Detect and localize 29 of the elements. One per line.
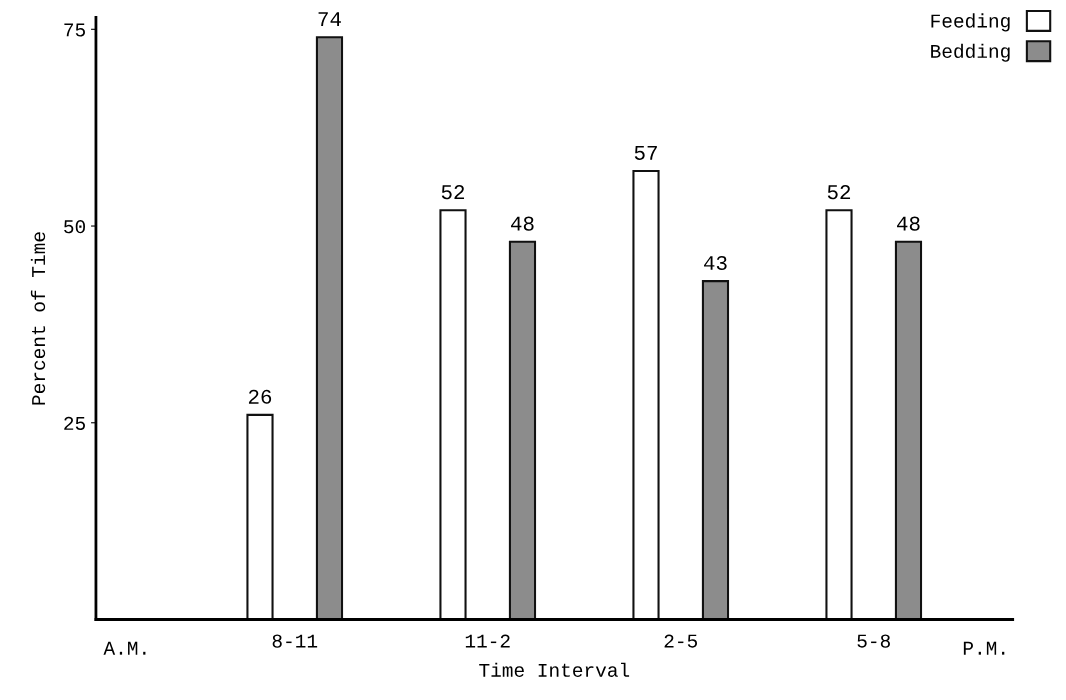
- y-tick-label: 50: [64, 220, 86, 234]
- y-tick-label: 25: [64, 416, 85, 430]
- legend-label: Feeding: [931, 13, 1010, 32]
- bar: [508, 240, 537, 620]
- bar: [632, 169, 660, 620]
- data-label: 26: [248, 389, 272, 404]
- text: P.M.: [963, 641, 1005, 655]
- x-tick-label: 2-5: [664, 634, 697, 648]
- bar: [701, 280, 730, 620]
- data-label: 52: [441, 185, 465, 200]
- data-label: 48: [511, 216, 534, 231]
- legend-label: Bedding: [931, 43, 1010, 62]
- x-tick-label: 5-8: [857, 634, 890, 648]
- x-tick-label: 8-11: [272, 634, 318, 648]
- bar: [246, 413, 274, 620]
- data-label: 43: [704, 255, 727, 271]
- bar: [825, 209, 853, 620]
- text: A.M.: [103, 641, 146, 655]
- bar: [439, 209, 467, 620]
- y-axis-title: Percent of Time: [30, 232, 46, 405]
- data-label: 74: [318, 12, 341, 26]
- bar: [894, 240, 923, 620]
- bar: [315, 36, 344, 620]
- x-axis-title: Time Interval: [479, 662, 630, 677]
- data-label: 48: [897, 216, 920, 231]
- data-label: 52: [827, 185, 851, 200]
- y-tick-label: 75: [64, 23, 85, 37]
- x-tick-label: 11-2: [465, 634, 510, 648]
- data-label: 57: [634, 145, 657, 160]
